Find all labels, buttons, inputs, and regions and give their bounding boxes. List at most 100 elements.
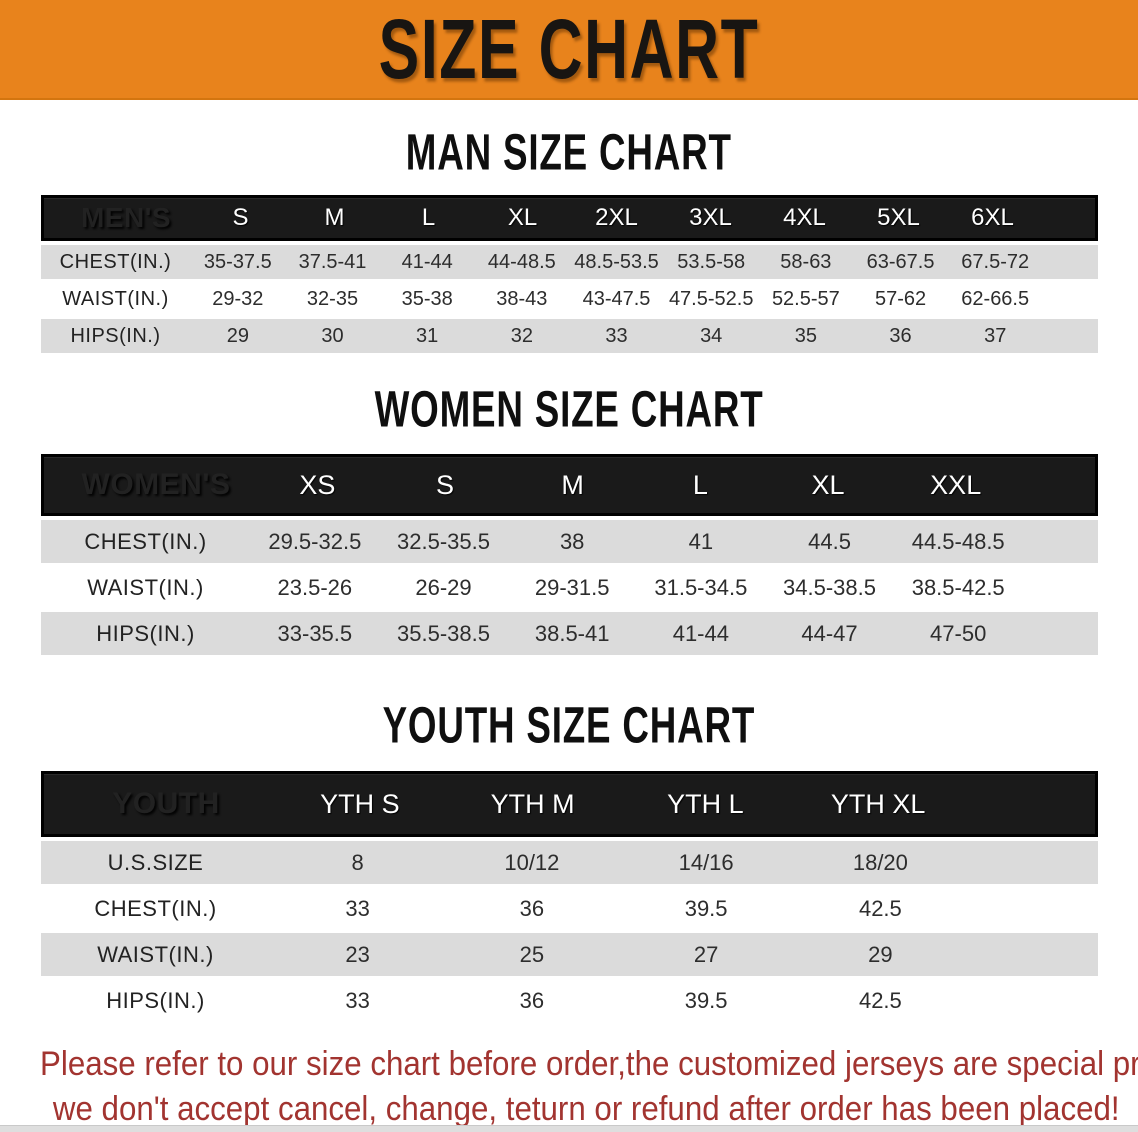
table-row: WAIST(IN.) 23 25 27 29 (40, 933, 1098, 976)
size-column-header: YTH S (320, 788, 400, 819)
value-cell: 36 (519, 987, 545, 1013)
table-row: HIPS(IN.) 33 36 39.5 42.5 (41, 979, 1098, 1022)
value-cell: 27 (693, 941, 719, 967)
value-cell: 29-31.5 (534, 574, 610, 600)
disclaimer-line-2: we don't accept cancel, change, teturn o… (52, 1090, 1120, 1128)
value-cell: 42.5 (858, 895, 902, 921)
women-section-heading-text: WOMEN SIZE CHART (374, 380, 764, 438)
spacer-cell (1043, 299, 1098, 300)
table-row: HIPS(IN.) 29 30 31 32 33 34 35 36 37 (40, 319, 1098, 353)
value-cell: 63-67.5 (866, 250, 935, 273)
value-cell: 47.5-52.5 (668, 287, 754, 310)
value-cell: 26-29 (415, 574, 472, 600)
value-cell: 44.5 (808, 528, 851, 554)
value-cell: 25 (519, 941, 545, 967)
value-cell: 67.5-72 (961, 250, 1030, 273)
size-column-header: YTH M (490, 788, 575, 819)
size-column-header: YTH XL (830, 788, 926, 819)
size-chart-banner: SIZE CHART (0, 0, 1138, 100)
spacer-cell (1020, 485, 1095, 486)
value-cell: 43-47.5 (582, 287, 651, 310)
value-cell: 31 (416, 324, 439, 347)
women-section-heading: WOMEN SIZE CHART (0, 380, 1138, 438)
row-label: WAIST(IN.) (62, 287, 169, 310)
value-cell: 41-44 (401, 250, 453, 273)
youth-size-table: YOUTH YTH S YTH M YTH L YTH XL U.S.SIZE 8 10/12… (40, 771, 1098, 1022)
size-column-header: XL (507, 204, 538, 231)
value-cell: 36 (889, 324, 912, 347)
table-row: WAIST(IN.) 23.5-26 26-29 29-31.5 31.5-34.5 34… (41, 566, 1098, 609)
value-cell: 41 (688, 528, 714, 554)
spacer-cell (968, 862, 1098, 863)
value-cell: 38 (559, 528, 585, 554)
size-column-header: 5XL (877, 204, 920, 231)
row-label: WAIST(IN.) (87, 574, 204, 600)
size-column-header: XL (811, 469, 845, 500)
row-label: WAIST(IN.) (97, 941, 214, 967)
value-cell: 8 (351, 849, 364, 875)
size-column-header: L (692, 469, 708, 500)
women-size-table: WOMEN'S XS S M L XL XXL CHEST(IN.) 29.5-32.5 32.5… (40, 454, 1098, 655)
value-cell: 38.5-41 (534, 620, 610, 646)
value-cell: 14/16 (678, 849, 734, 875)
table-row: HIPS(IN.) 33-35.5 35.5-38.5 38.5-41 41-44 44-… (40, 612, 1098, 655)
value-cell: 32 (510, 324, 533, 347)
value-cell: 29-32 (212, 287, 264, 310)
value-cell: 23.5-26 (277, 574, 353, 600)
men-size-table: MEN'S S M L XL 2XL 3XL 4XL 5XL 6XL CHEST(IN.) 35-37… (40, 195, 1098, 353)
value-cell: 62-66.5 (961, 287, 1030, 310)
table-header-row: MEN'S S M L XL 2XL 3XL 4XL 5XL 6XL (40, 195, 1098, 241)
spacer-cell (968, 908, 1098, 909)
size-column-header: L (421, 204, 436, 231)
row-label: HIPS(IN.) (106, 987, 205, 1013)
value-cell: 10/12 (504, 849, 560, 875)
value-cell: 39.5 (684, 987, 728, 1013)
row-label: CHEST(IN.) (84, 528, 207, 554)
value-cell: 48.5-53.5 (574, 250, 659, 273)
size-column-header: XS (299, 469, 336, 500)
table-header-row: YOUTH YTH S YTH M YTH L YTH XL (40, 771, 1098, 837)
value-cell: 53.5-58 (677, 250, 746, 273)
value-cell: 18/20 (852, 849, 908, 875)
bottom-edge-strip (0, 1125, 1138, 1132)
value-cell: 37.5-41 (298, 250, 367, 273)
value-cell: 34 (700, 324, 723, 347)
spacer-cell (968, 954, 1098, 955)
spacer-cell (968, 1000, 1098, 1001)
value-cell: 34.5-38.5 (783, 574, 876, 600)
spacer-cell (1023, 633, 1098, 634)
table-row: WAIST(IN.) 29-32 32-35 35-38 38-43 43-47.5 47.… (41, 282, 1098, 316)
value-cell: 32-35 (306, 287, 359, 310)
value-cell: 29 (868, 941, 893, 967)
men-section-heading: MAN SIZE CHART (0, 123, 1138, 180)
spacer-cell (1023, 541, 1098, 542)
disclaimer-note: Please refer to our size chart before or… (0, 1042, 1138, 1132)
value-cell: 39.5 (684, 895, 728, 921)
value-cell: 35-38 (401, 287, 453, 310)
value-cell: 42.5 (858, 987, 902, 1013)
value-cell: 31.5-34.5 (654, 574, 748, 600)
size-column-header: XXL (930, 469, 982, 500)
value-cell: 57-62 (874, 287, 927, 310)
row-label: CHEST(IN.) (59, 250, 172, 273)
table-row: CHEST(IN.) 33 36 39.5 42.5 (41, 887, 1098, 930)
value-cell: 37 (984, 324, 1007, 347)
value-cell: 38-43 (496, 287, 548, 310)
value-cell: 35 (794, 324, 817, 347)
value-cell: 30 (321, 324, 344, 347)
table-row: CHEST(IN.) 29.5-32.5 32.5-35.5 38 41 44.5 44.5… (40, 520, 1098, 563)
banner-title: SIZE CHART (378, 0, 760, 96)
table-header-label: WOMEN'S (81, 468, 231, 501)
size-column-header: M (561, 469, 584, 500)
table-header-row: WOMEN'S XS S M L XL XXL (40, 454, 1098, 516)
spacer-cell (965, 804, 1095, 805)
value-cell: 32.5-35.5 (397, 528, 490, 554)
value-cell: 36 (519, 895, 545, 921)
table-header-label: YOUTH (112, 787, 220, 820)
spacer-cell (1040, 218, 1095, 219)
size-column-header: 2XL (595, 204, 638, 231)
value-cell: 44-48.5 (487, 250, 556, 273)
value-cell: 29 (226, 324, 249, 347)
value-cell: 44-47 (801, 620, 858, 646)
row-label: CHEST(IN.) (94, 895, 217, 921)
